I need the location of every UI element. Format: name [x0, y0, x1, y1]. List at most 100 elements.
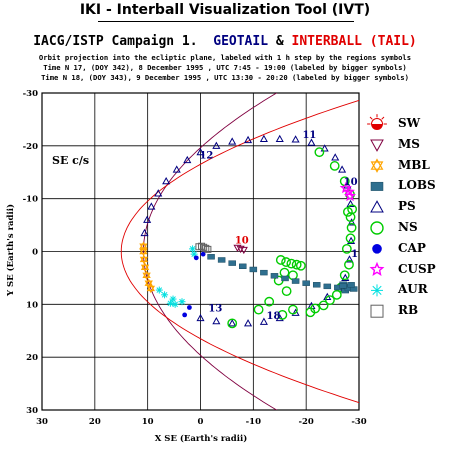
star-part — [142, 272, 151, 280]
cap-marker — [200, 251, 206, 257]
star-part — [146, 285, 156, 294]
ps-legend-icon — [370, 200, 384, 213]
magnetopause-curve — [142, 93, 278, 410]
star-part — [139, 243, 148, 251]
frame-label: SE c/s — [52, 154, 89, 167]
mbl-legend-icon — [370, 158, 384, 173]
star-part — [139, 254, 149, 263]
ns-marker — [277, 309, 288, 320]
ps-marker — [154, 189, 163, 197]
ps-marker — [320, 144, 329, 152]
interball-aur-series — [155, 245, 198, 308]
aur-marker — [171, 300, 179, 308]
ps-marker — [244, 319, 253, 327]
geotail-cusp-series — [339, 181, 357, 202]
y-tick-label: 10 — [26, 300, 38, 310]
ns-marker — [275, 255, 286, 265]
ps-marker — [212, 141, 221, 149]
interball-lobs-series — [207, 254, 358, 292]
x-tick-label: 30 — [36, 417, 48, 427]
legend-label-cusp: CUSP — [398, 261, 436, 276]
lobs-marker — [260, 269, 268, 276]
sun-ray — [381, 116, 385, 120]
subtitle-line-2: Time N 17, (DOY 342), 8 December 1995 , … — [43, 63, 407, 72]
lobs-marker — [347, 282, 355, 288]
lobs-marker — [249, 266, 258, 273]
y-tick-label: 0 — [32, 248, 38, 258]
aur-marker — [155, 286, 163, 294]
lobs-marker — [239, 263, 247, 269]
mbl-marker — [144, 278, 153, 288]
spacecraft-interball: INTERBALL (TAIL) — [291, 34, 417, 49]
lobs-marker — [270, 273, 279, 279]
legend-label-ms: MS — [398, 136, 420, 151]
aur-marker — [166, 299, 174, 307]
y-tick-label: 30 — [26, 406, 38, 416]
ps-marker — [162, 177, 171, 185]
title-underline — [98, 21, 354, 22]
y-tick-label: -20 — [23, 142, 38, 152]
ps-marker — [291, 308, 300, 316]
asterisk-stroke — [172, 301, 178, 308]
ns-marker — [329, 161, 340, 171]
ps-marker — [331, 153, 340, 161]
legend-label-mbl: MBL — [398, 157, 430, 172]
asterisk-stroke — [179, 298, 185, 305]
subtitle-line-3: Time N 18, (DOY 343), 9 December 1995 , … — [41, 73, 409, 82]
lobs-marker — [339, 283, 347, 289]
x-tick-label: 0 — [198, 417, 204, 427]
ns-marker — [253, 304, 264, 315]
ps-marker — [341, 273, 350, 281]
star-part — [146, 283, 156, 292]
star-part — [140, 264, 150, 273]
lobs-marker — [207, 254, 215, 260]
lobs-marker — [291, 278, 300, 284]
ns-marker — [288, 270, 298, 281]
ms-marker — [233, 244, 242, 253]
ps-marker — [259, 134, 268, 143]
ps-marker — [291, 135, 300, 143]
ns-marker — [305, 307, 316, 318]
ns-marker — [343, 206, 353, 217]
lobs-marker — [217, 257, 226, 263]
ns-marker — [314, 147, 325, 158]
asterisk-stroke — [191, 251, 197, 257]
rb-marker — [202, 244, 210, 252]
ms-marker — [239, 246, 248, 255]
interball-rb-series — [195, 242, 212, 253]
ps-marker — [172, 165, 181, 173]
mbl-marker — [146, 283, 156, 294]
y-tick-label: -10 — [23, 195, 38, 205]
boundaries — [120, 93, 359, 410]
star-part — [142, 270, 151, 278]
campaign-amp: & — [275, 34, 284, 49]
star-part — [140, 262, 150, 271]
ps-marker — [212, 317, 221, 325]
x-axis-label: X SE (Earth's radii) — [155, 433, 247, 444]
star-part — [370, 161, 384, 173]
y-tick-label: -30 — [23, 89, 38, 99]
hour-label: 12 — [199, 151, 213, 162]
lobs-marker — [323, 283, 332, 290]
sun-disc — [371, 118, 383, 130]
ps-marker — [143, 215, 152, 223]
ps-marker — [147, 202, 156, 210]
y-tick-label: 20 — [26, 353, 38, 363]
legend-label-rb: RB — [398, 303, 419, 318]
lobs-marker — [228, 260, 236, 266]
ns-marker — [286, 258, 297, 269]
legend-label-cap: CAP — [398, 240, 426, 255]
star-part — [139, 248, 148, 257]
rb-legend-icon — [370, 304, 384, 318]
asterisk-stroke — [189, 246, 196, 252]
subtitle-line-1: Orbit projection into the ecliptic plane… — [38, 53, 412, 62]
legend-label-sw: SW — [398, 116, 421, 130]
ps-marker — [183, 155, 192, 164]
legend-label-aur: AUR — [398, 282, 428, 297]
rb-marker — [200, 243, 208, 251]
sun-ray — [369, 116, 373, 120]
x-tick-label: 10 — [142, 417, 154, 427]
x-tick-label: -30 — [351, 417, 366, 427]
asterisk-stroke — [156, 287, 163, 293]
